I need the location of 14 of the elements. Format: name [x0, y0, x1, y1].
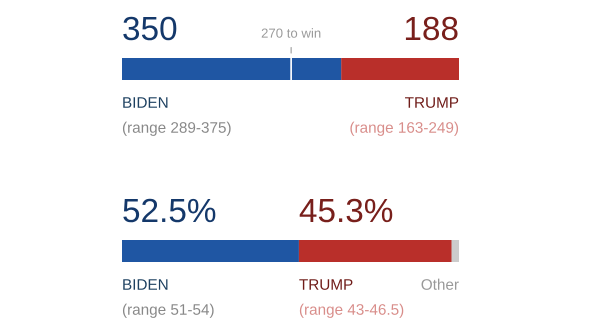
series-label: Other [422, 278, 459, 290]
data-label: 350 [123, 16, 176, 40]
series-label: TRUMP [405, 97, 458, 108]
data-label: 188 [406, 16, 458, 40]
series-label: BIDEN [123, 97, 168, 108]
text: (range 289-375) [122, 122, 231, 136]
text: (range 163-249) [350, 122, 458, 136]
series-label: BIDEN [123, 279, 168, 290]
data-label: 45.3% [300, 198, 392, 222]
data-label: 52.5% [123, 198, 216, 222]
series-label: TRUMP [299, 279, 352, 290]
ref-line-label: 270 to win [262, 28, 320, 38]
text: (range 51-54) [122, 304, 214, 318]
text: (range 43-46.5) [300, 304, 404, 318]
